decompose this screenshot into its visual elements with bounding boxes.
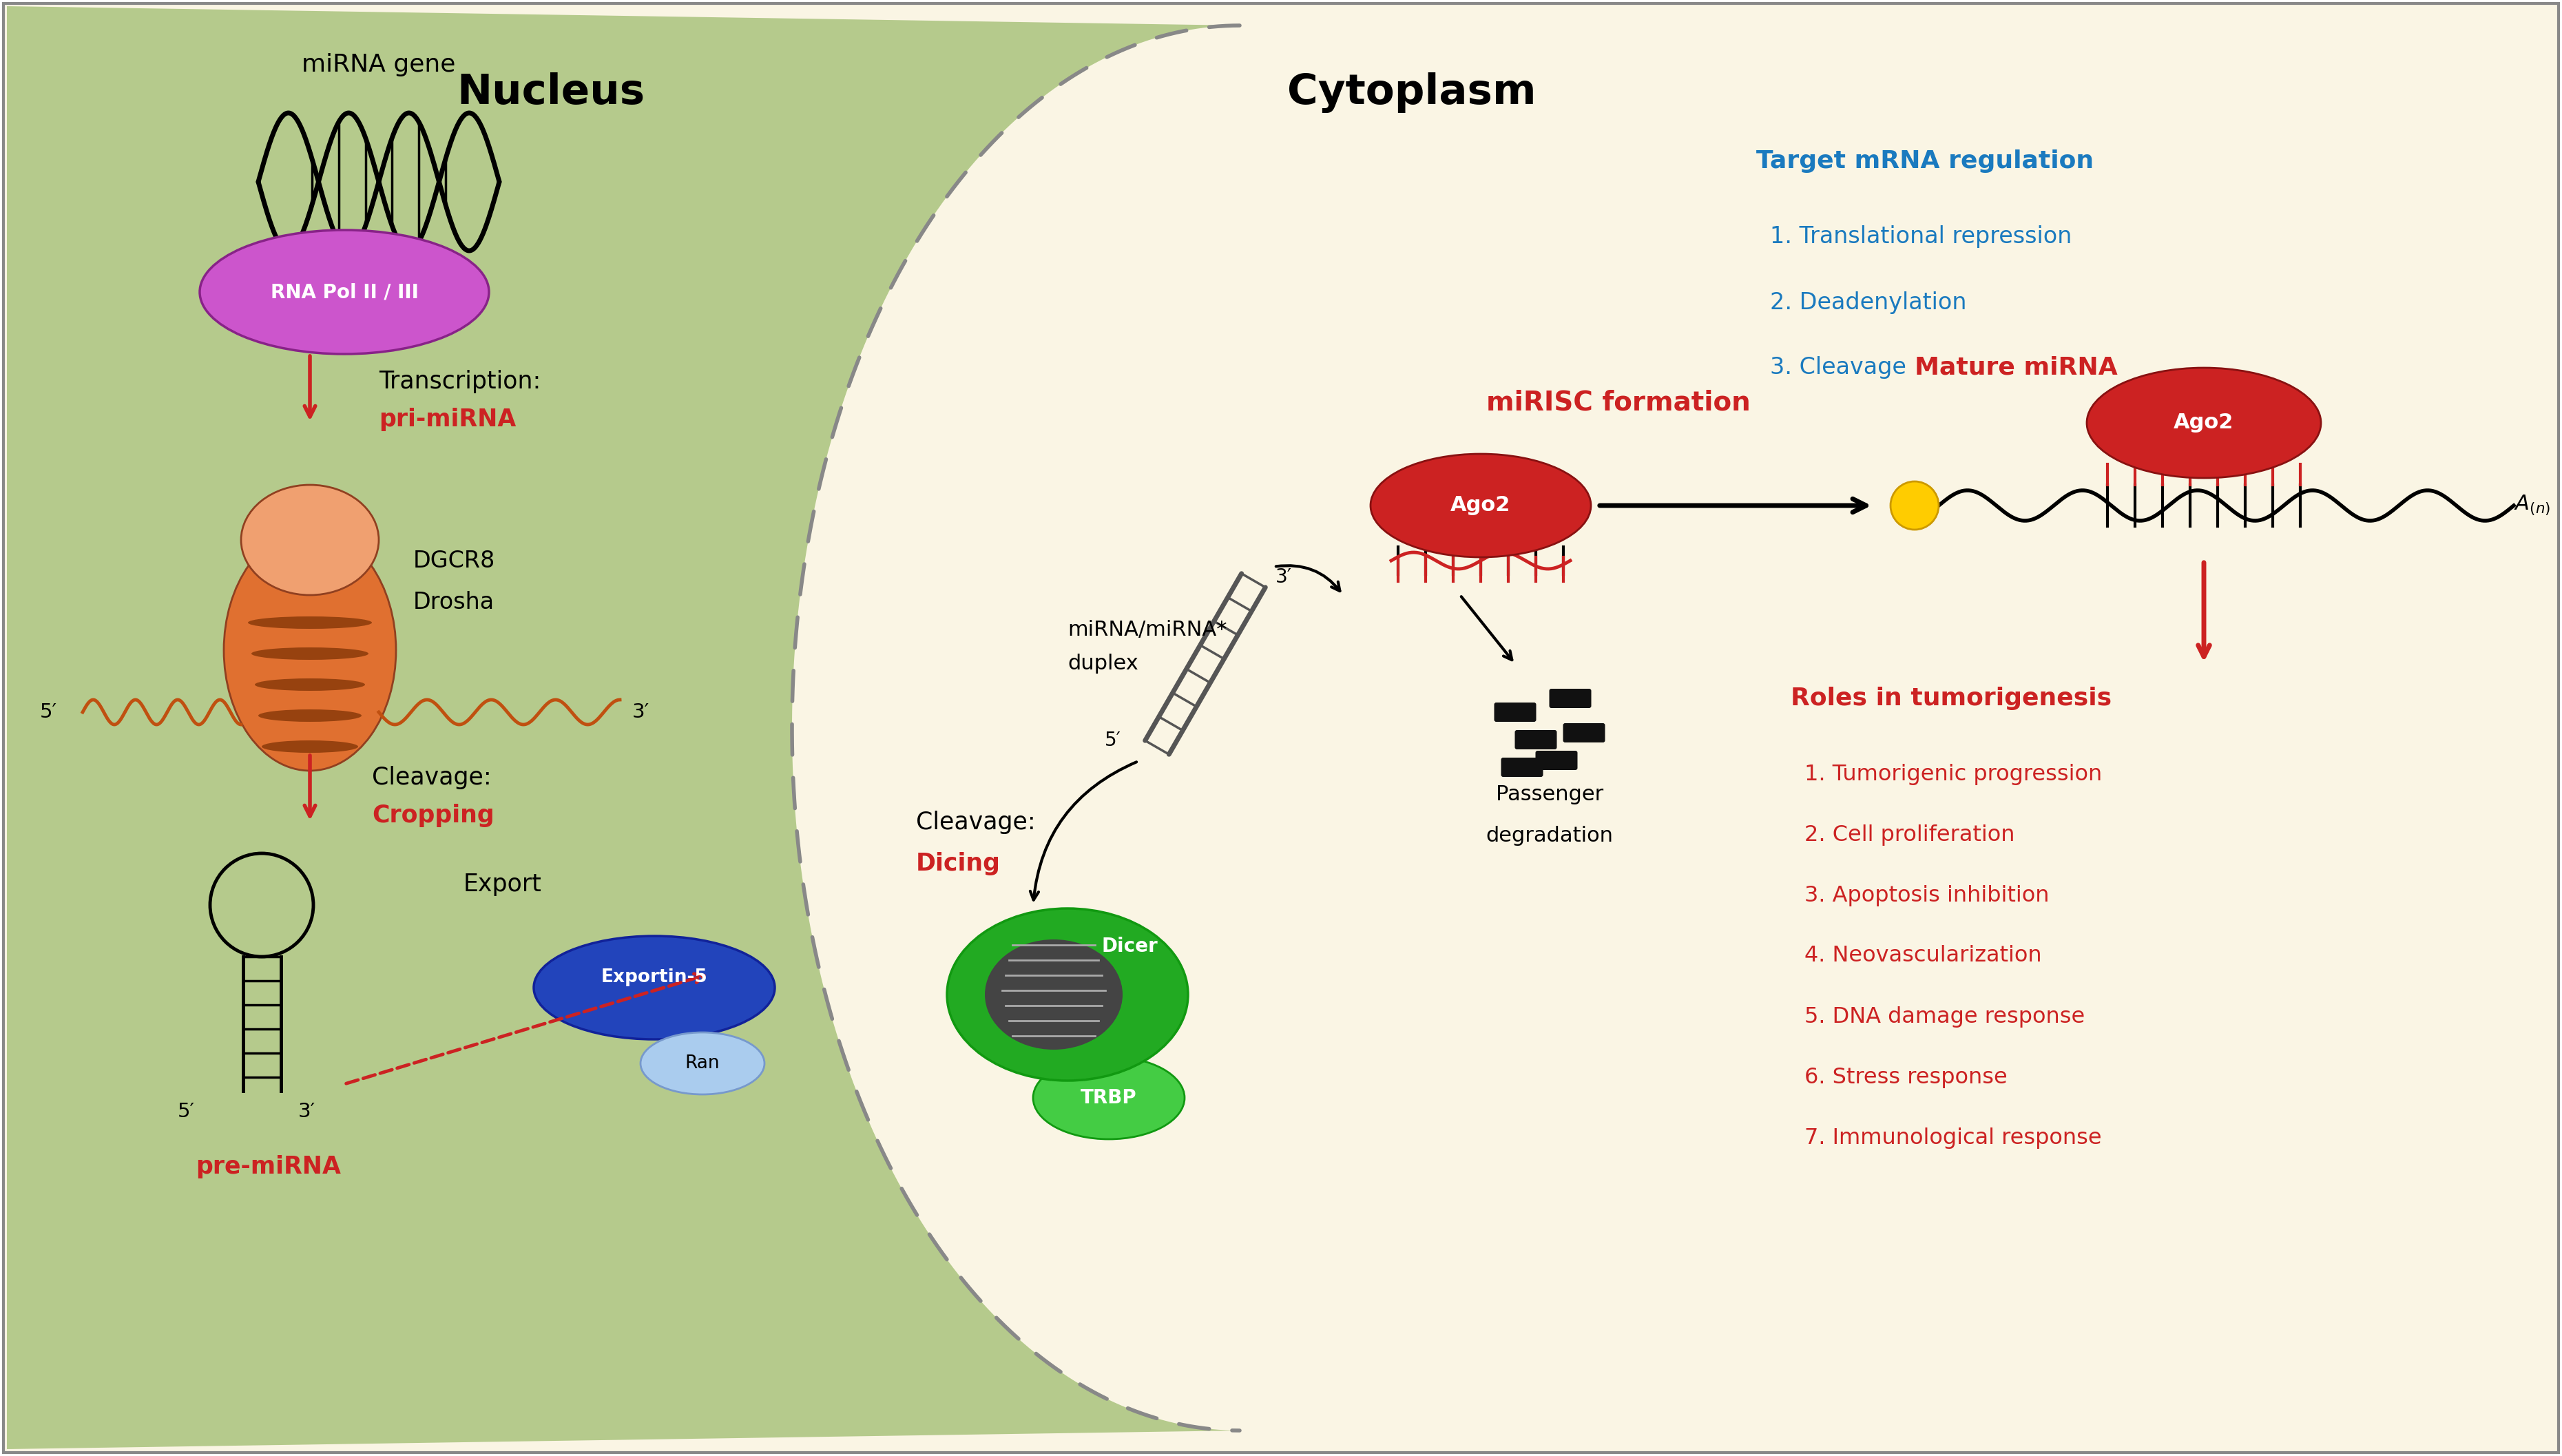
Ellipse shape bbox=[640, 1032, 763, 1095]
Text: 6. Stress response: 6. Stress response bbox=[1804, 1066, 2009, 1088]
Text: 1. Tumorigenic progression: 1. Tumorigenic progression bbox=[1804, 763, 2101, 785]
FancyBboxPatch shape bbox=[3, 3, 2559, 1453]
Text: Mature miRNA: Mature miRNA bbox=[1914, 357, 2119, 380]
Ellipse shape bbox=[241, 485, 379, 596]
Ellipse shape bbox=[254, 678, 364, 690]
Text: 3′: 3′ bbox=[1276, 568, 1291, 587]
Text: Dicer: Dicer bbox=[1102, 936, 1158, 957]
Text: 2. Deadenylation: 2. Deadenylation bbox=[1770, 291, 1968, 313]
Text: Cleavage:: Cleavage: bbox=[917, 811, 1035, 834]
Ellipse shape bbox=[200, 230, 489, 354]
Text: 4. Neovascularization: 4. Neovascularization bbox=[1804, 945, 2042, 967]
Text: miRNA gene: miRNA gene bbox=[302, 52, 456, 77]
Ellipse shape bbox=[259, 709, 361, 722]
Text: 2. Cell proliferation: 2. Cell proliferation bbox=[1804, 824, 2014, 846]
Text: Exportin-5: Exportin-5 bbox=[602, 968, 707, 986]
Text: 5′: 5′ bbox=[177, 1102, 195, 1121]
Ellipse shape bbox=[223, 530, 397, 770]
Text: DGCR8: DGCR8 bbox=[412, 549, 494, 572]
Text: 5′: 5′ bbox=[1104, 731, 1122, 750]
Text: Ran: Ran bbox=[684, 1054, 720, 1073]
Text: 3. Apoptosis inhibition: 3. Apoptosis inhibition bbox=[1804, 885, 2050, 906]
Text: Cleavage:: Cleavage: bbox=[371, 766, 492, 789]
Text: Ago2: Ago2 bbox=[1450, 495, 1512, 515]
Text: Roles in tumorigenesis: Roles in tumorigenesis bbox=[1791, 687, 2111, 711]
Text: Passenger: Passenger bbox=[1496, 785, 1604, 805]
Text: miRISC formation: miRISC formation bbox=[1486, 389, 1750, 415]
Text: pri-miRNA: pri-miRNA bbox=[379, 408, 515, 431]
Text: A$_{(n)}$: A$_{(n)}$ bbox=[2513, 494, 2549, 517]
Text: Target mRNA regulation: Target mRNA regulation bbox=[1755, 150, 2093, 173]
Text: Transcription:: Transcription: bbox=[379, 370, 541, 393]
Text: Ago2: Ago2 bbox=[2173, 414, 2234, 432]
FancyBboxPatch shape bbox=[1550, 689, 1591, 708]
Circle shape bbox=[1891, 482, 1939, 530]
Ellipse shape bbox=[984, 939, 1122, 1050]
FancyBboxPatch shape bbox=[1514, 729, 1558, 750]
FancyBboxPatch shape bbox=[1563, 724, 1604, 743]
Text: 3′: 3′ bbox=[633, 702, 648, 722]
Text: 3′: 3′ bbox=[297, 1102, 315, 1121]
Text: 5′: 5′ bbox=[38, 702, 56, 722]
FancyBboxPatch shape bbox=[1535, 751, 1578, 770]
Text: 5. DNA damage response: 5. DNA damage response bbox=[1804, 1006, 2085, 1028]
Text: miRNA/miRNA*: miRNA/miRNA* bbox=[1068, 619, 1227, 639]
Text: TRBP: TRBP bbox=[1081, 1088, 1138, 1108]
Text: pre-miRNA: pre-miRNA bbox=[195, 1155, 341, 1178]
Text: Cropping: Cropping bbox=[371, 804, 494, 827]
Ellipse shape bbox=[261, 741, 359, 753]
Text: duplex: duplex bbox=[1068, 654, 1138, 674]
Text: Drosha: Drosha bbox=[412, 591, 494, 613]
FancyBboxPatch shape bbox=[1501, 757, 1542, 778]
FancyBboxPatch shape bbox=[1494, 702, 1537, 722]
Ellipse shape bbox=[1032, 1057, 1184, 1139]
Text: degradation: degradation bbox=[1486, 826, 1614, 846]
Ellipse shape bbox=[1371, 454, 1591, 558]
Polygon shape bbox=[8, 6, 1240, 1449]
Text: 3. Cleavage: 3. Cleavage bbox=[1770, 357, 1906, 379]
Text: Nucleus: Nucleus bbox=[456, 71, 646, 112]
Text: Export: Export bbox=[464, 872, 543, 895]
Text: Dicing: Dicing bbox=[917, 852, 1002, 875]
Text: Cytoplasm: Cytoplasm bbox=[1286, 71, 1537, 112]
Text: RNA Pol II / III: RNA Pol II / III bbox=[272, 282, 418, 301]
Text: 1. Translational repression: 1. Translational repression bbox=[1770, 226, 2073, 249]
Ellipse shape bbox=[533, 936, 774, 1040]
Ellipse shape bbox=[249, 616, 371, 629]
Ellipse shape bbox=[948, 909, 1189, 1080]
Text: 7. Immunological response: 7. Immunological response bbox=[1804, 1127, 2101, 1149]
Ellipse shape bbox=[251, 648, 369, 660]
Ellipse shape bbox=[2088, 368, 2321, 478]
